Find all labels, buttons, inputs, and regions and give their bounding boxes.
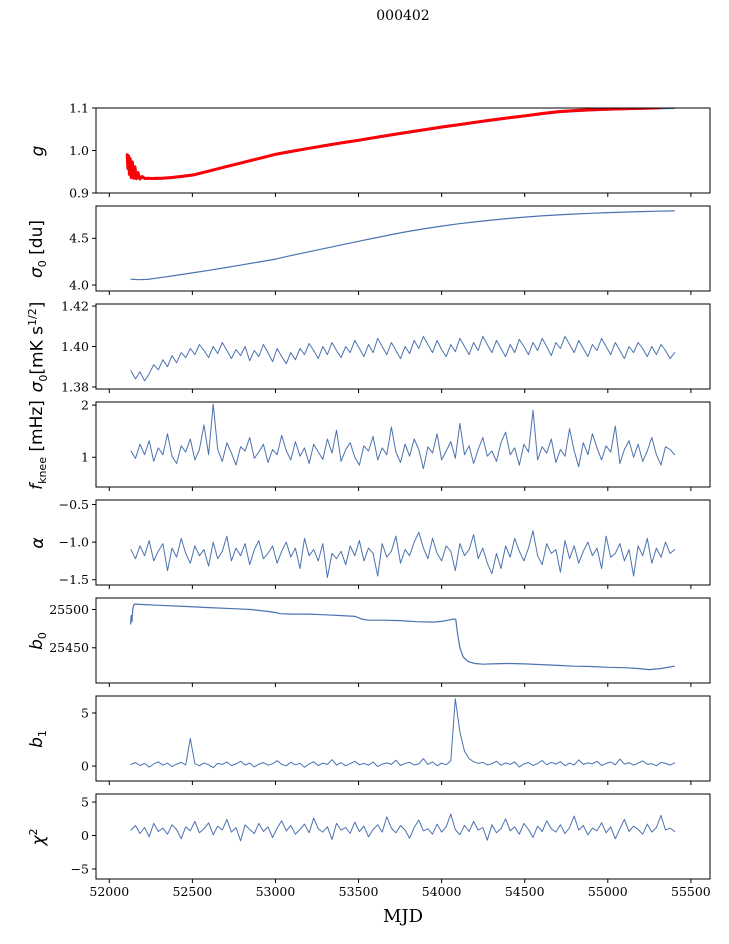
y-label-part: 1/2 [25, 307, 39, 326]
series-g-red [125, 108, 661, 181]
y-label-part: 1 [36, 729, 50, 737]
x-tick-label: 53500 [339, 884, 379, 899]
y-label-part: g [28, 145, 48, 156]
y-label-part: χ [28, 834, 49, 846]
y-label-part: [mK s [27, 325, 48, 375]
panel-b0-series [130, 603, 675, 671]
panel-sigma0-du-frame [95, 205, 711, 292]
series-b1-blue [130, 698, 676, 769]
y-tick-label: −5 [71, 861, 89, 876]
y-label-fknee: fknee [mHz] [27, 400, 49, 490]
x-tick-label: 55500 [671, 884, 711, 899]
y-tick-label: −1.0 [59, 534, 89, 549]
panel-b0: 25450 25500 [49, 597, 711, 687]
panel-fknee-series [130, 403, 676, 470]
y-tick-label: 5 [81, 705, 89, 720]
panel-g: 0.9 1.0 1.1 [69, 100, 711, 200]
y-label-sigma0-du: σ0 [du] [27, 219, 49, 277]
y-label-part: b [26, 736, 47, 748]
series-b0-blue [130, 603, 675, 671]
y-tick-label: 5 [81, 794, 89, 809]
y-label-part: σ [27, 381, 48, 392]
y-tick-label: 25450 [49, 640, 89, 655]
y-label-part: 0 [36, 259, 50, 267]
panel-b0-frame [95, 597, 711, 684]
panel-chi2-frame [95, 793, 711, 880]
y-tick-label: −0.5 [59, 497, 89, 512]
series-fknee-blue [130, 403, 676, 470]
y-tick-label: 1.42 [61, 298, 89, 313]
panel-b1-series [130, 698, 676, 769]
y-tick-label: 2 [81, 397, 89, 412]
y-label-part: ] [27, 301, 48, 308]
y-label-b1: b1 [27, 730, 49, 748]
y-label-part: knee [36, 456, 50, 484]
panel-alpha: −0.5 −1.0 −1.5 [59, 497, 711, 589]
y-label-part: 0 [36, 631, 50, 639]
panel-sigma0-du: 4.0 4.5 [69, 205, 711, 295]
y-label-chi2: χ2 [27, 828, 49, 845]
panel-alpha-series [130, 530, 676, 578]
y-label-alpha: α [28, 537, 48, 548]
x-tick-label: 55000 [588, 884, 628, 899]
y-label-b0: b0 [27, 632, 49, 650]
y-label-part: 0 [37, 374, 51, 382]
panel-chi2-series [130, 813, 676, 842]
y-label-part: σ [26, 266, 47, 278]
y-label-g: g [28, 145, 48, 156]
panel-alpha-frame [95, 499, 711, 586]
y-tick-label: 1.40 [61, 339, 89, 354]
y-tick-label: 0 [81, 758, 89, 773]
y-label-part: b [26, 638, 47, 650]
y-tick-label: 4.5 [69, 231, 89, 246]
y-label-part: f [26, 483, 47, 490]
y-tick-label: 1.0 [69, 143, 89, 158]
panel-sigma0-du-series [130, 210, 675, 281]
y-tick-label: 0 [81, 828, 89, 843]
x-tick-label: 52000 [89, 884, 129, 899]
panel-fknee-frame [95, 401, 711, 488]
panel-g-frame [95, 107, 711, 194]
y-label-sigma0-mks: σ0[mK s1/2] [26, 301, 50, 392]
panel-sigma0-mks-series [130, 335, 676, 382]
panel-chi2: −5 0 5 52000 52500 53000 53500 54000 54500 55000 5… [71, 793, 711, 899]
x-tick-label: 54000 [422, 884, 462, 899]
panel-b1-frame [95, 695, 711, 782]
y-tick-label: 0.9 [69, 185, 89, 200]
x-tick-label: 52500 [172, 884, 212, 899]
x-tick-label: 53000 [256, 884, 296, 899]
panel-g-series [125, 108, 675, 181]
y-label-part: [mHz] [26, 399, 47, 457]
y-label-part: [du] [26, 219, 47, 260]
series-sigma0-du-blue [130, 210, 675, 281]
panel-fknee: 12 [81, 397, 711, 491]
y-tick-label: −1.5 [59, 572, 89, 587]
y-tick-label: 1.1 [69, 100, 89, 115]
x-axis-label: MJD [382, 906, 424, 927]
plot-title: 000402 [376, 8, 430, 24]
y-label-part: α [28, 536, 48, 549]
series-sigma0-mks-blue [130, 335, 676, 382]
y-tick-label: 25500 [49, 602, 89, 617]
y-tick-label: 4.0 [69, 277, 89, 292]
series-alpha-blue [130, 530, 676, 578]
x-tick-label: 54500 [505, 884, 545, 899]
y-tick-label: 1.38 [61, 379, 89, 394]
panel-sigma0-mks: 1.38 1.40 1.42 [61, 298, 711, 394]
panel-b1: 05 [81, 695, 711, 785]
series-chi2-blue [130, 813, 676, 842]
y-tick-label: 1 [81, 450, 89, 465]
y-label-part: 2 [27, 827, 41, 835]
